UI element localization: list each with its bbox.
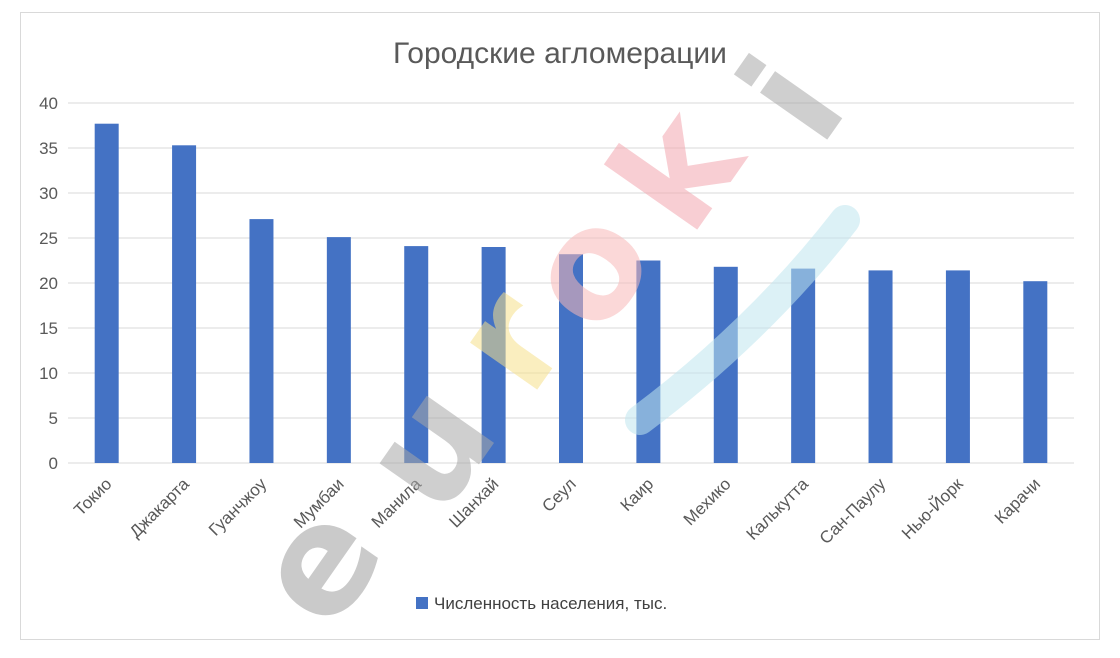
- y-tick-label: 35: [39, 139, 58, 158]
- bar: [713, 266, 738, 463]
- x-tick-label: Сан-Паулу: [816, 474, 890, 548]
- bar: [1023, 281, 1048, 463]
- y-tick-label: 5: [49, 409, 58, 428]
- bar: [404, 246, 429, 463]
- legend-label: Численность населения, тыс.: [434, 594, 667, 613]
- y-axis-ticks: 0 5 10 15 20 25 30 35 40: [39, 94, 58, 473]
- y-tick-label: 20: [39, 274, 58, 293]
- y-tick-label: 0: [49, 454, 58, 473]
- x-tick-label: Мумбаи: [290, 474, 348, 532]
- x-tick-label: Каир: [617, 474, 658, 515]
- y-tick-label: 10: [39, 364, 58, 383]
- x-tick-label: Карачи: [991, 474, 1044, 527]
- bar: [559, 254, 583, 463]
- y-tick-label: 15: [39, 319, 58, 338]
- bar: [172, 145, 197, 464]
- bar: [481, 247, 506, 463]
- x-tick-label: Джакарта: [126, 474, 193, 541]
- x-tick-label: Мехико: [680, 474, 735, 529]
- bar: [945, 270, 970, 463]
- bar: [94, 123, 119, 463]
- x-axis-ticks: Токио Джакарта Гуанчжоу Мумбаи Манила Шанхай С…: [70, 474, 1044, 548]
- chart-title: Городские агломерации: [393, 37, 727, 70]
- legend-swatch: [416, 597, 428, 609]
- x-tick-label: Токио: [70, 474, 115, 519]
- x-tick-label: Шанхай: [445, 474, 502, 531]
- x-tick-label: Гуанчжоу: [205, 474, 271, 540]
- bars: [94, 123, 1048, 464]
- bar: [868, 270, 893, 463]
- x-tick-label: Манила: [368, 474, 426, 532]
- bar: [326, 237, 351, 463]
- x-tick-label: Калькутта: [743, 474, 813, 544]
- x-tick-label: Нью-Йорк: [898, 474, 967, 543]
- y-tick-label: 40: [39, 94, 58, 113]
- y-tick-label: 25: [39, 229, 58, 248]
- bar: [249, 219, 274, 463]
- y-tick-label: 30: [39, 184, 58, 203]
- x-tick-label: Сеул: [538, 474, 579, 515]
- bar: [791, 268, 816, 463]
- grid-lines: [68, 102, 1074, 464]
- legend: Численность населения, тыс.: [416, 594, 667, 613]
- bar: [636, 260, 661, 463]
